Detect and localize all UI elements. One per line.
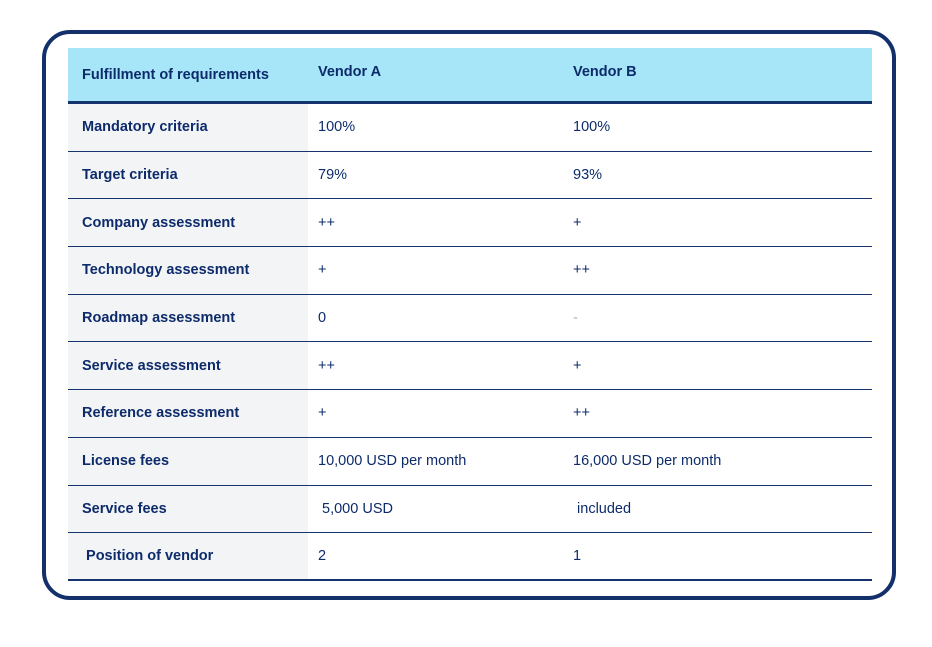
vendor-comparison-card: Fulfillment of requirements Vendor A Ven… — [42, 30, 896, 600]
column-header-requirements: Fulfillment of requirements — [82, 66, 269, 83]
vendor-a-value: 0 — [318, 310, 327, 327]
vendor-a-value: 2 — [318, 548, 327, 565]
vendor-a-value: ++ — [318, 357, 335, 374]
vendor-b-value: ++ — [573, 262, 590, 279]
table-body: Mandatory criteria 100% 100% Target criteri… — [68, 104, 872, 581]
vendor-b-value: 1 — [573, 548, 582, 565]
criteria-label: Mandatory criteria — [68, 104, 308, 151]
column-header-vendor-a: Vendor A — [318, 63, 382, 80]
criteria-label: Service fees — [68, 485, 308, 533]
vendor-comparison-table: Fulfillment of requirements Vendor A Ven… — [68, 48, 872, 581]
table-row: Service fees 5,000 USD included — [68, 485, 872, 534]
vendor-a-value: 10,000 USD per month — [318, 453, 467, 470]
criteria-label: License fees — [68, 437, 308, 485]
table-header-row: Fulfillment of requirements Vendor A Ven… — [68, 48, 872, 104]
criteria-label: Position of vendor — [68, 533, 308, 579]
vendor-a-value: 100% — [318, 119, 356, 136]
criteria-label: Target criteria — [68, 151, 308, 199]
table-row: Roadmap assessment 0 - — [68, 294, 872, 343]
table-row: Mandatory criteria 100% 100% — [68, 104, 872, 152]
vendor-a-value: + — [318, 405, 327, 422]
table-row: Company assessment ++ + — [68, 199, 872, 248]
criteria-label: Technology assessment — [68, 247, 308, 294]
criteria-label: Company assessment — [68, 199, 308, 247]
criteria-label: Service assessment — [68, 342, 308, 390]
vendor-b-value: - — [573, 310, 578, 327]
vendor-b-value: 16,000 USD per month — [573, 453, 722, 470]
table-row: Service assessment ++ + — [68, 342, 872, 391]
vendor-a-value: 5,000 USD — [318, 500, 393, 517]
vendor-b-value: ++ — [573, 405, 590, 422]
criteria-label: Roadmap assessment — [68, 294, 308, 342]
vendor-b-value: 100% — [573, 119, 611, 136]
table-row: License fees 10,000 USD per month 16,000 U… — [68, 437, 872, 486]
vendor-a-value: 79% — [318, 167, 348, 184]
table-row: Technology assessment + ++ — [68, 247, 872, 295]
vendor-a-value: + — [318, 262, 327, 279]
vendor-a-value: ++ — [318, 214, 335, 231]
table-row: Reference assessment + ++ — [68, 390, 872, 438]
table-row: Target criteria 79% 93% — [68, 151, 872, 200]
vendor-b-value: included — [573, 500, 632, 517]
criteria-label: Reference assessment — [68, 390, 308, 437]
vendor-b-value: + — [573, 214, 582, 231]
vendor-b-value: 93% — [573, 167, 603, 184]
table-row: Position of vendor 2 1 — [68, 533, 872, 581]
vendor-b-value: + — [573, 357, 582, 374]
column-header-vendor-b: Vendor B — [573, 63, 637, 80]
